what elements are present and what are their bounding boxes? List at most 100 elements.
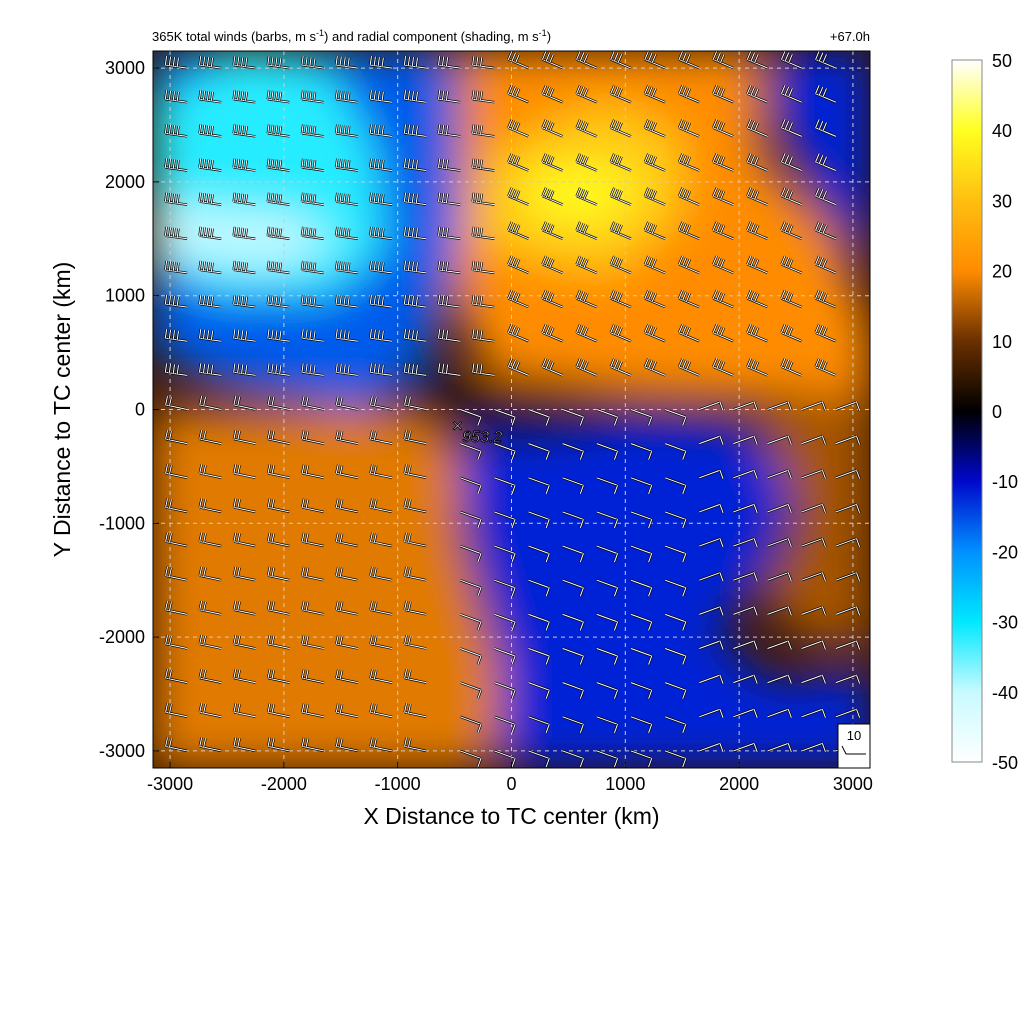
wind-barb [609, 221, 632, 240]
wind-barb [814, 358, 837, 377]
wind-barb [780, 119, 803, 138]
wind-barb [712, 323, 734, 343]
wind-barb [369, 226, 393, 240]
wind-barb [664, 579, 687, 597]
wind-barb [459, 647, 483, 665]
y-tick-label: -3000 [99, 741, 145, 761]
wind-barb [232, 363, 256, 377]
colorbar-tick-label: 0 [992, 402, 1002, 422]
wind-barb [494, 544, 517, 563]
wind-barb [459, 681, 483, 700]
wind-barb [746, 255, 769, 275]
wind-barb [814, 119, 837, 138]
center-pressure-label: 953.2 [462, 429, 502, 446]
wind-barb [471, 55, 495, 70]
wind-barb [232, 703, 256, 718]
wind-barb [767, 503, 793, 514]
wind-barb [459, 510, 483, 529]
wind-barb [733, 434, 759, 445]
wind-barb [780, 153, 803, 172]
wind-barb [643, 221, 666, 240]
wind-barb [334, 226, 359, 240]
wind-barb [403, 294, 427, 309]
wind-barb [643, 84, 666, 104]
wind-barb [835, 571, 861, 582]
wind-barb [198, 600, 222, 616]
colorbar-tick-label: -40 [992, 683, 1018, 703]
wind-barb [596, 579, 619, 597]
wind-barb [698, 605, 725, 616]
wind-barb [403, 260, 427, 275]
chart-title: 365K total winds (barbs, m s-1) and radi… [152, 28, 551, 44]
wind-barb [164, 634, 188, 650]
wind-barb [232, 430, 256, 445]
wind-barb [630, 442, 653, 461]
wind-barb [266, 294, 290, 309]
wind-barb [266, 737, 290, 753]
wind-barb [300, 363, 324, 377]
radial-shading [153, 51, 870, 768]
wind-barb [664, 749, 687, 768]
wind-barb [528, 613, 551, 631]
wind-barb [746, 221, 769, 240]
wind-barb [507, 51, 530, 70]
wind-barb [164, 566, 188, 582]
wind-barb [164, 192, 188, 206]
wind-barb [746, 358, 769, 377]
wind-barb [198, 363, 222, 377]
wind-barb [471, 260, 495, 275]
wind-barb [733, 469, 759, 480]
wind-barb [609, 187, 632, 206]
wind-barb [301, 430, 324, 445]
wind-barb [801, 742, 827, 753]
wind-barb [232, 395, 256, 411]
wind-barb [814, 289, 837, 309]
wind-barb [698, 639, 725, 650]
wind-barb [712, 289, 734, 309]
wind-barb [198, 226, 222, 240]
wind-barb [746, 323, 769, 343]
reference-box [837, 723, 871, 769]
wind-barb [164, 464, 188, 479]
wind-barb [232, 158, 256, 172]
wind-barb [746, 84, 769, 104]
wind-barb [459, 579, 483, 597]
wind-barb [266, 498, 290, 514]
wind-barb [814, 84, 837, 104]
wind-barb [335, 600, 359, 616]
wind-barb [369, 363, 393, 377]
wind-barb [335, 669, 359, 684]
wind-barb [471, 158, 495, 172]
plot-area [153, 51, 870, 768]
wind-barb [198, 294, 222, 309]
wind-barb [596, 408, 619, 426]
wind-barb [459, 476, 483, 495]
wind-barb [403, 566, 427, 582]
x-tick-label: 2000 [719, 774, 759, 794]
wind-barb [369, 192, 393, 206]
wind-barb [814, 323, 837, 343]
wind-barb [507, 358, 530, 377]
wind-barb [712, 119, 734, 138]
wind-barb [232, 464, 256, 479]
wind-barb [301, 498, 324, 514]
shading-region [773, 51, 870, 273]
wind-barb [334, 363, 359, 377]
wind-barb [698, 673, 725, 684]
wind-barb [164, 294, 188, 309]
wind-barb [300, 158, 324, 172]
wind-barb [300, 260, 324, 275]
wind-barb [403, 703, 427, 718]
wind-barb [232, 566, 256, 582]
wind-barb [507, 187, 530, 206]
wind-barb [459, 442, 483, 461]
wind-barb [403, 158, 427, 172]
wind-barb [164, 532, 188, 548]
wind-barb [232, 329, 256, 343]
wind-barb [164, 737, 188, 753]
wind-barb [301, 634, 324, 650]
wind-barb [334, 90, 359, 104]
wind-barb [471, 329, 495, 343]
wind-barb [494, 442, 517, 461]
